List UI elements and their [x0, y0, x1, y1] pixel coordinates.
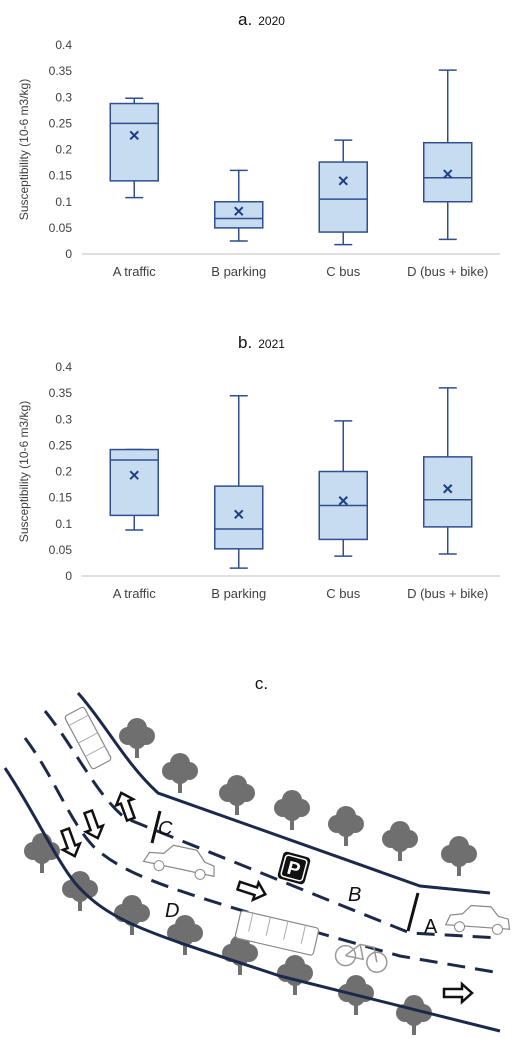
zone-label-b: B [348, 884, 361, 906]
trees [24, 718, 477, 1035]
boxplot-2020: 0 0.05 0.1 0.15 0.2 0.25 0.3 0.35 0.4 Susceptibil… [17, 38, 500, 279]
mean-marker [443, 484, 453, 494]
box-0 [109, 448, 159, 531]
y-axis-label: Susceptibility (10-6 m3/kg) [17, 79, 31, 220]
tree-icon [382, 821, 418, 861]
tree-icon [441, 836, 477, 876]
box-rect [423, 456, 473, 528]
box-0 [109, 97, 159, 199]
parking-sign-icon: P [277, 851, 311, 885]
y-tick-label: 0 [65, 247, 72, 261]
street-zone-diagram: A B C D P [3, 691, 511, 1035]
y-tick-label: 0.4 [55, 360, 72, 374]
parking-symbol: P [285, 858, 303, 882]
box-2 [318, 139, 368, 246]
panel-a-letter: a. [238, 10, 253, 29]
box-rect [109, 102, 159, 182]
box-rect [214, 201, 264, 229]
car-icon [444, 904, 511, 935]
box-rect [423, 141, 473, 203]
arrow-icon [442, 981, 474, 1005]
car-icon [142, 844, 215, 880]
tree-icon [396, 995, 432, 1035]
y-axis-label: Susceptibility (10-6 m3/kg) [17, 401, 31, 542]
tree-icon [328, 806, 364, 846]
zone-label-d: D [165, 900, 179, 922]
y-tick-label: 0.1 [55, 195, 72, 209]
lane-line-1 [43, 710, 501, 940]
mean-marker [338, 496, 348, 506]
category-label: D (bus + bike) [407, 264, 488, 279]
box-3 [423, 69, 473, 241]
y-tick-label: 0.25 [49, 116, 73, 130]
arrow-icon [59, 826, 83, 858]
tree-icon [119, 718, 155, 758]
category-label: C bus [326, 586, 360, 601]
mean-marker [443, 169, 453, 179]
y-tick-label: 0.4 [55, 38, 72, 52]
lane-line-2 [23, 737, 501, 975]
mean-marker [338, 176, 348, 186]
box-2 [318, 420, 368, 557]
panel-c-letter: c. [254, 674, 269, 693]
zone-separator-c [150, 810, 162, 844]
category-label: A traffic [113, 586, 157, 601]
tree-icon [162, 753, 198, 793]
panel-b-title: b. 2021 [0, 333, 523, 353]
y-tick-label: 0.05 [49, 221, 73, 235]
road-edge-upper [76, 691, 491, 895]
panel-a-title: a. 2020 [0, 10, 523, 30]
y-tick-label: 0.2 [55, 143, 72, 157]
box-3 [423, 387, 473, 555]
box-rect [214, 485, 264, 550]
tree-icon [219, 775, 255, 815]
category-label: B parking [211, 264, 266, 279]
boxplot-2021: 0 0.05 0.1 0.15 0.2 0.25 0.3 0.35 0.4 Susceptibil… [17, 360, 500, 601]
panel-b-year: 2021 [258, 337, 285, 351]
category-label: D (bus + bike) [407, 586, 488, 601]
mean-marker [234, 509, 244, 520]
arrow-icon [113, 791, 137, 823]
panel-b-letter: b. [238, 333, 253, 352]
arrow-icon [235, 879, 268, 903]
y-tick-label: 0.2 [55, 465, 72, 479]
mean-marker [234, 206, 244, 216]
y-tick-label: 0.1 [55, 517, 72, 531]
y-tick-label: 0.3 [55, 412, 72, 426]
tree-icon [274, 790, 310, 830]
category-label: C bus [326, 264, 360, 279]
road-edge-lower [3, 767, 501, 1033]
category-label: B parking [211, 586, 266, 601]
y-tick-label: 0.15 [49, 169, 73, 183]
y-tick-label: 0.25 [49, 438, 73, 452]
y-tick-label: 0.35 [49, 386, 73, 400]
bike-icon [334, 943, 388, 973]
tree-icon [277, 955, 313, 995]
bus-icon [234, 910, 320, 956]
category-label: A traffic [113, 264, 157, 279]
panel-c-title: c. [0, 674, 523, 694]
mean-marker [129, 470, 139, 480]
y-tick-label: 0.3 [55, 90, 72, 104]
mean-marker [129, 130, 139, 141]
tree-icon [62, 871, 98, 911]
arrow-icon [82, 808, 106, 840]
y-tick-label: 0.35 [49, 64, 73, 78]
box-rect [318, 161, 368, 233]
bus-icon [64, 706, 112, 770]
zone-label-a: A [424, 916, 438, 938]
y-tick-label: 0 [65, 569, 72, 583]
box-1 [214, 169, 264, 242]
y-tick-label: 0.05 [49, 543, 73, 557]
box-1 [214, 394, 264, 569]
panel-a-year: 2020 [258, 14, 285, 28]
y-tick-label: 0.15 [49, 491, 73, 505]
tree-icon [222, 935, 258, 975]
zone-label-c: C [158, 818, 173, 840]
zone-separator-a [406, 892, 420, 932]
